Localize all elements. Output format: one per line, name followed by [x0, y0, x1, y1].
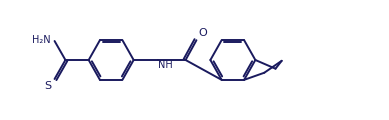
- Text: O: O: [198, 28, 207, 38]
- Text: NH: NH: [158, 60, 173, 70]
- Text: H₂N: H₂N: [32, 35, 51, 45]
- Text: S: S: [44, 81, 51, 91]
